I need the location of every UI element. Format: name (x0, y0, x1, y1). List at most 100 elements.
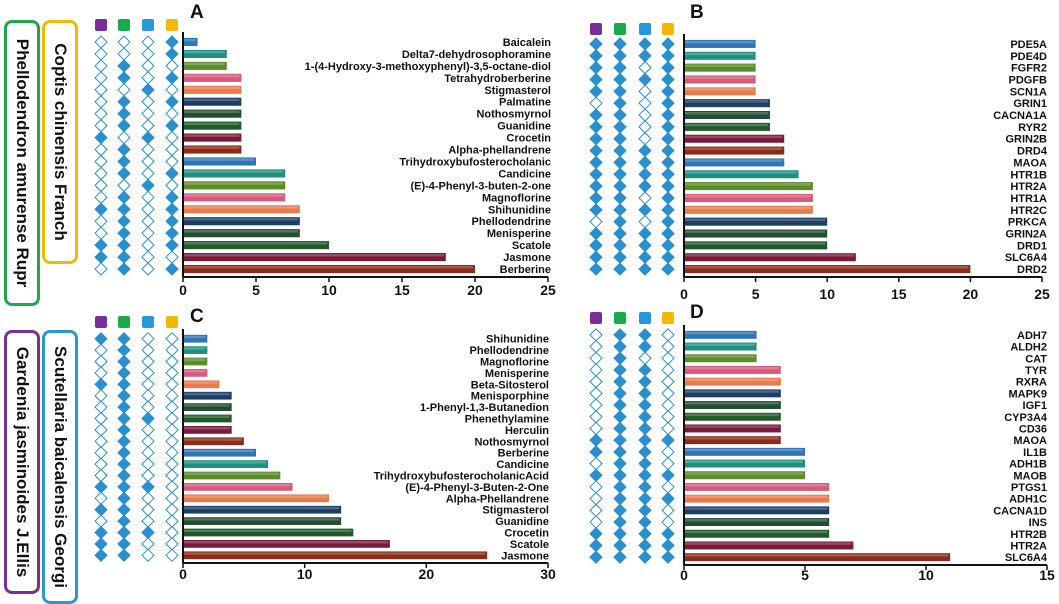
panel-a-category-label: Trihydroxybufosterocholanic (399, 156, 551, 168)
panel-c-membership-diamond (94, 411, 108, 426)
panel-d-membership-diamond (613, 421, 627, 436)
panel-b-membership-diamond (638, 226, 652, 241)
panel-a-bar-highlight (184, 134, 240, 137)
panel-a-membership-diamond (117, 238, 131, 252)
panel-a-category-label: 1-(4-Hydroxy-3-methoxyphenyl)-3,5-octane… (305, 61, 551, 73)
panel-d-membership-diamond (661, 410, 675, 424)
panel-c-membership-diamond (165, 331, 179, 346)
panel-b-membership-diamond (613, 132, 627, 146)
panel-d-bar-highlight (685, 366, 779, 370)
panel-a-category-label: (E)-4-Phenyl-3-buten-2-one (410, 180, 551, 192)
panel-a-category-label: Shihunidine (488, 204, 551, 216)
panel-a-bar (184, 145, 242, 154)
panel-a-bar (184, 193, 286, 202)
panel-a-membership-diamond (117, 142, 131, 157)
panel-c-membership-diamond (165, 537, 179, 551)
panel-b-membership-diamond (613, 226, 627, 241)
panel-b-bar-highlight (685, 254, 854, 257)
panel-a-legend-square-4 (166, 19, 178, 31)
panel-d-membership-diamond (638, 339, 652, 354)
panel-d-bar (685, 482, 830, 491)
panel-c-category-label: TrihydroxybufosterocholanicAcid (374, 471, 549, 483)
panel-d-membership-diamond (589, 398, 603, 412)
panel-b-legend-square-1 (590, 23, 602, 35)
panel-a-membership-diamond (94, 59, 108, 73)
panel-c-membership-diamond (165, 514, 179, 528)
panel-c-bar-highlight (184, 529, 352, 532)
panel-a-category-label: Palmatine (499, 97, 551, 109)
panel-d-membership-diamond (661, 398, 675, 412)
panel-b-category-label: SCN1A (1010, 86, 1047, 98)
panel-b-bar (685, 99, 770, 108)
panel-b-membership-diamond (589, 191, 603, 205)
panel-c-bar (184, 483, 293, 491)
panel-d-bar (685, 506, 830, 515)
panel-a-bar-highlight (184, 86, 240, 90)
panel-b-category-label: FGFR2 (1011, 63, 1047, 75)
panel-b-membership-diamond (613, 84, 627, 99)
panel-a-x-tick-label: 10 (321, 282, 337, 298)
panel-c-membership-diamond (117, 400, 131, 414)
panel-a-membership-diamond (165, 35, 179, 49)
herb-label-gardenia-text: Gardenia jasminoides J.Ellis (13, 346, 32, 578)
panel-a-bar (184, 133, 242, 142)
panel-c-membership-diamond (141, 423, 155, 437)
panel-c-membership-diamond (94, 468, 108, 483)
panel-b-membership-diamond (589, 238, 603, 253)
panel-a-legend-square-2 (118, 19, 130, 31)
panel-a-membership-diamond (141, 154, 155, 169)
panel-a-membership-diamond (94, 47, 108, 61)
panel-a-membership-diamond (141, 83, 155, 97)
panel-a-membership-diamond (141, 178, 155, 193)
panel-c-membership-diamond (165, 423, 179, 437)
panel-c-bar-highlight (184, 347, 206, 350)
panel-c-membership-diamond (94, 445, 108, 460)
panel-b-bar-highlight (685, 64, 754, 68)
panel-b-membership-diamond (638, 132, 652, 146)
panel-d-bar (685, 471, 805, 480)
panel-a-membership-diamond (117, 83, 131, 97)
panel-a-membership-diamond (117, 118, 131, 133)
panel-c-membership-diamond (117, 480, 131, 494)
panel-c-bar-highlight (184, 438, 242, 441)
panel-b-membership-diamond (638, 191, 652, 205)
panel-a-x-tick-label: 15 (394, 282, 410, 298)
panel-b-membership-diamond (613, 72, 627, 87)
panel-b-membership-diamond (589, 179, 603, 193)
panel-b-membership-diamond (589, 60, 603, 75)
panel-a-membership-diamond (94, 118, 108, 133)
panel-c-membership-diamond (165, 343, 179, 357)
panel-c-category-label: Scatole (510, 539, 549, 551)
panel-d-bar (685, 518, 830, 527)
panel-b-category-label: MAOA (1013, 157, 1047, 169)
panel-a-membership-diamond (165, 142, 179, 157)
panel-d-x-tick-label: 15 (1039, 567, 1055, 583)
panel-d-membership-diamond (638, 386, 652, 401)
panel-d-bar-highlight (685, 331, 755, 335)
panel-a-bar-highlight (184, 38, 196, 42)
panel-d-category-label: CYP3A4 (1004, 412, 1048, 424)
panel-a-membership-diamond (117, 202, 131, 216)
panel-c-category-label: Menisporphine (471, 391, 549, 403)
panel-b-bar (685, 241, 828, 250)
panel-d-membership-diamond (661, 328, 675, 342)
panel-c-membership-diamond (94, 423, 108, 437)
panel-b-category-label: HTR2A (1010, 181, 1047, 193)
panel-d-membership-diamond (661, 386, 675, 401)
panel-d-bar-highlight (685, 448, 803, 452)
panel-d-category-label: TYR (1025, 365, 1047, 377)
panel-b-membership-diamond (638, 96, 652, 110)
panel-c-legend-square-4 (166, 316, 178, 328)
panel-a-membership-diamond (94, 83, 108, 97)
panel-d-membership-diamond (589, 550, 603, 564)
panel-b-bar (685, 75, 756, 84)
panel-c-membership-diamond (117, 514, 131, 528)
panel-c-bar (184, 426, 232, 434)
panel-b-membership-diamond (589, 143, 603, 158)
panel-a-bar-highlight (184, 122, 240, 125)
panel-a-bar (184, 37, 198, 47)
panel-d-membership-diamond (613, 339, 627, 354)
panel-a-bar-highlight (184, 158, 254, 161)
panel-c-membership-diamond (141, 457, 155, 471)
